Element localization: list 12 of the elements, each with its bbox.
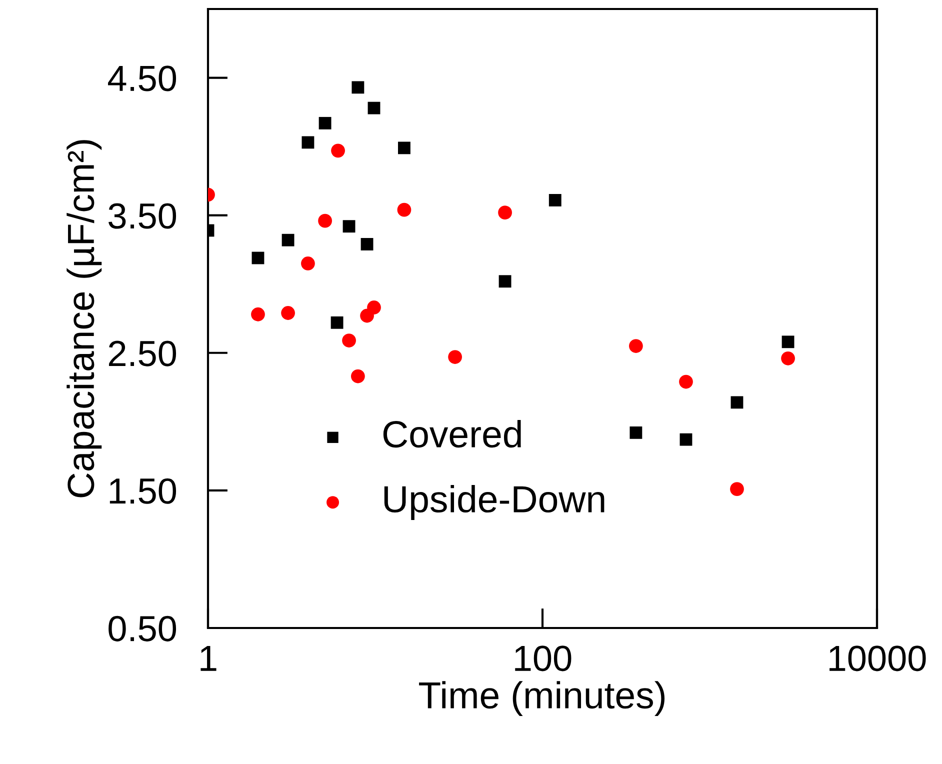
y-tick-label: 0.50 bbox=[108, 616, 176, 642]
legend-label: Covered bbox=[383, 420, 521, 448]
y-tick-label: 3.50 bbox=[108, 203, 176, 229]
y-axis-title: Capacitance (µF/cm²) bbox=[66, 140, 102, 498]
legend-label: Upside-Down bbox=[384, 485, 604, 520]
y-tick-label: 4.50 bbox=[108, 66, 176, 92]
x-tick-label: 10000 bbox=[830, 646, 926, 672]
x-axis-title: Time (minutes) bbox=[419, 681, 664, 716]
y-tick-label: 2.50 bbox=[108, 340, 176, 366]
x-tick-label: 100 bbox=[515, 646, 572, 672]
y-tick-label: 1.50 bbox=[110, 478, 176, 504]
x-tick-label: 1 bbox=[200, 646, 216, 671]
